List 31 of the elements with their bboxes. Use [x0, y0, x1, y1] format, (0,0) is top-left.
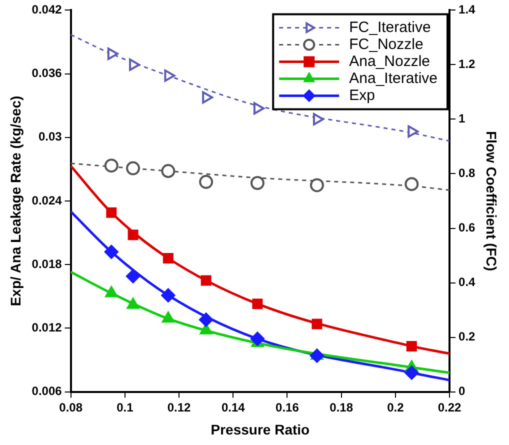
y-tick-label: 0.018	[32, 256, 62, 271]
y2-axis-title: Flow Coefficient (FC)	[484, 131, 500, 271]
legend-label: Exp	[349, 86, 375, 104]
y2-tick-label: 1.4	[458, 2, 476, 17]
x-axis-title: Pressure Ratio	[210, 421, 310, 438]
y2-tick-label: 0.2	[458, 330, 476, 344]
x-tick-label: 0.14	[221, 400, 246, 414]
x-tick-label: 0.08	[59, 400, 83, 414]
legend-label: Ana_Nozzle	[349, 52, 430, 70]
y-tick-label: 0.024	[32, 193, 62, 208]
x-tick-label: 0.16	[276, 400, 300, 414]
y-tick-label: 0.03	[38, 130, 62, 144]
y2-tick-label: 0.4	[458, 275, 476, 290]
y-tick-label: 0.042	[32, 2, 62, 17]
y-tick-label: 0.036	[32, 66, 62, 80]
y-axis-title: Exp/ Ana Leakage Rate (kg/sec)	[7, 96, 24, 306]
x-tick-label: 0.22	[438, 400, 462, 414]
legend-label: FC_Iterative	[349, 18, 431, 36]
x-tick-label: 0.1	[116, 400, 134, 414]
y-tick-label: 0.012	[32, 320, 62, 335]
y2-tick-label: 1	[458, 112, 466, 126]
x-tick-label: 0.18	[330, 400, 354, 414]
x-tick-label: 0.12	[167, 400, 192, 414]
y2-tick-label: 1.2	[458, 57, 476, 72]
y2-tick-label: 0.6	[458, 220, 476, 235]
y-tick-label: 0.006	[32, 384, 62, 398]
x-tick-label: 0.2	[387, 400, 404, 414]
legend-label: Ana_Iterative	[349, 70, 438, 87]
y2-tick-label: 0	[458, 384, 466, 398]
y2-tick-label: 0.8	[458, 166, 476, 180]
legend-label: FC_Nozzle	[349, 36, 424, 53]
